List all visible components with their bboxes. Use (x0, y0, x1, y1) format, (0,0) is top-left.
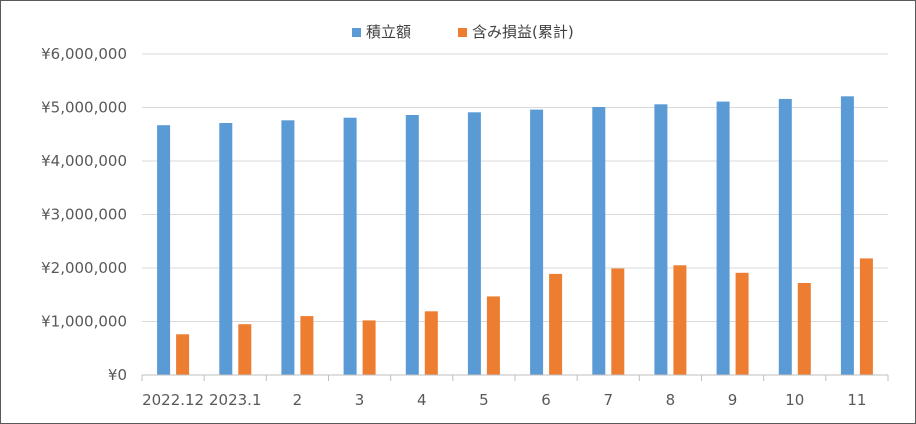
bar-series-1 (467, 112, 481, 376)
legend-swatch-series-1 (352, 28, 361, 37)
bar-series-1 (343, 117, 357, 375)
y-axis-tick-labels: ¥0 ¥1,000,000 ¥2,000,000 ¥3,000,000 ¥4,000,0… (41, 45, 127, 384)
x-tick-label: 3 (355, 391, 365, 409)
bar-series-1 (654, 104, 668, 376)
x-tick-label: 6 (541, 391, 551, 409)
y-tick-label: ¥4,000,000 (41, 152, 127, 170)
y-tick-label: ¥0 (108, 366, 127, 384)
bar-series-2 (611, 268, 625, 375)
bar-series-2 (797, 283, 811, 375)
bar-series-2 (176, 334, 190, 375)
y-tick-label: ¥6,000,000 (41, 45, 127, 63)
bar-series-1 (157, 125, 171, 375)
bar-series-2 (424, 311, 438, 375)
x-axis: 2022.12 2023.1 2 3 4 5 6 7 8 9 10 11 (141, 374, 889, 409)
bar-series-1 (219, 123, 233, 375)
x-tick-label: 5 (479, 391, 489, 409)
bar-series-2 (859, 258, 873, 375)
bar-series-2 (673, 265, 687, 375)
legend-swatch-series-2 (458, 28, 467, 37)
x-tick-label: 7 (603, 391, 613, 409)
legend-label-series-1: 積立額 (366, 23, 411, 41)
bar-series-1 (281, 120, 295, 375)
legend: 積立額 含み損益(累計) (352, 23, 574, 41)
bar-series-2 (362, 320, 376, 375)
bar-series-1 (530, 109, 544, 375)
legend-label-series-2: 含み損益(累計) (472, 23, 574, 41)
bar-series-1 (840, 96, 854, 376)
bar-series-1 (716, 101, 730, 375)
x-tick-label: 8 (666, 391, 676, 409)
x-tick-label: 2022.12 (142, 391, 204, 409)
y-tick-label: ¥3,000,000 (41, 206, 127, 224)
gridlines (142, 53, 888, 322)
bar-series-1 (592, 107, 606, 375)
x-tick-label: 9 (728, 391, 738, 409)
bar-series-2 (300, 316, 314, 375)
bar-series-2 (238, 324, 252, 375)
bar-series-2 (735, 272, 749, 375)
y-tick-label: ¥1,000,000 (41, 313, 127, 331)
y-tick-label: ¥5,000,000 (41, 99, 127, 117)
x-tick-label: 2023.1 (209, 391, 262, 409)
x-tick-label: 4 (417, 391, 427, 409)
x-tick-label: 2 (293, 391, 303, 409)
bars (157, 96, 873, 376)
bar-series-2 (486, 296, 500, 375)
x-tick-label: 10 (785, 391, 804, 409)
bar-series-1 (778, 98, 792, 376)
y-tick-label: ¥2,000,000 (41, 259, 127, 277)
bar-series-2 (549, 273, 563, 375)
x-tick-label: 11 (847, 391, 866, 409)
bar-series-1 (405, 115, 419, 375)
